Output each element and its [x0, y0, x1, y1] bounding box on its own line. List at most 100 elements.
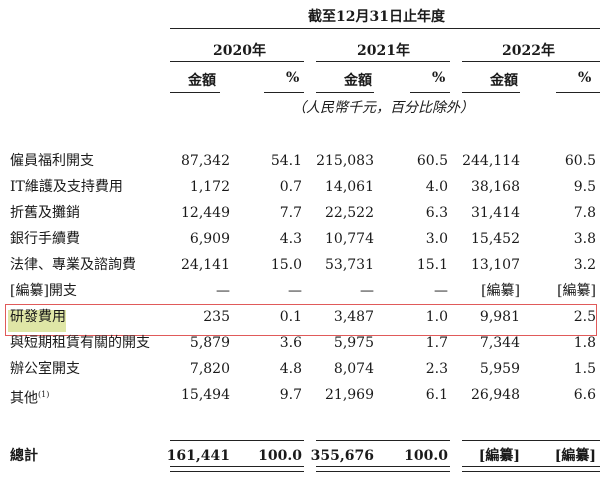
cell-value: 215,083: [316, 153, 374, 169]
cell-value: 9.7: [279, 387, 302, 403]
cell-value: 3.0: [425, 231, 448, 247]
row-label-text: 與短期租賃有關的開支: [10, 335, 150, 351]
row-label: 銀行手續費: [10, 229, 80, 249]
cell-value: 10,774: [325, 231, 374, 247]
year-rule-2022: [462, 61, 600, 62]
col-amount-2021: 金額: [344, 73, 372, 89]
cell-value: 2.3: [425, 361, 448, 377]
total-value: 355,676: [310, 448, 374, 464]
footnote-marker: (1): [38, 390, 50, 399]
cell-value: 7,344: [479, 335, 520, 351]
cell-value: 15.1: [416, 257, 448, 273]
cell-value: 60.5: [564, 153, 596, 169]
cell-value: 24,141: [181, 257, 230, 273]
cell-value: 7,820: [189, 361, 230, 377]
total-double-rule-2022: [462, 466, 600, 472]
row-label-text: 研發費用: [10, 309, 66, 325]
col-rule-6: [556, 92, 600, 93]
total-top-rule-2022: [462, 440, 600, 441]
total-double-rule-2021: [316, 466, 450, 472]
cell-value: 4.3: [279, 231, 302, 247]
cell-value: —: [360, 283, 374, 299]
col-rule-2: [264, 92, 304, 93]
cell-value: 22,522: [325, 205, 374, 221]
year-rule-2021: [316, 61, 450, 62]
row-label: [編纂]開支: [10, 281, 77, 301]
cell-value: 26,948: [471, 387, 520, 403]
cell-value: 15,494: [181, 387, 230, 403]
cell-value: 38,168: [471, 179, 520, 195]
row-label-text: 法律、專業及諮詢費: [10, 257, 136, 273]
cell-value: 7.8: [573, 205, 596, 221]
row-label: 辦公室開支: [10, 359, 80, 379]
col-percent-2020: %: [286, 70, 300, 86]
cell-value: 8,074: [333, 361, 374, 377]
cell-value: 31,414: [471, 205, 520, 221]
row-label-text: 僱員福利開支: [10, 153, 94, 169]
row-label-text: 其他: [10, 390, 38, 407]
total-top-rule-2020: [170, 440, 304, 441]
cell-value: 12,449: [181, 205, 230, 221]
cell-value: 15,452: [471, 231, 520, 247]
cell-value: 3.2: [573, 257, 596, 273]
row-label: 法律、專業及諮詢費: [10, 255, 136, 275]
cell-value: 6.3: [425, 205, 448, 221]
col-rule-5: [462, 92, 520, 93]
row-label: IT維護及支持費用: [10, 177, 123, 197]
total-value: 161,441: [166, 448, 230, 464]
cell-value: 7.7: [279, 205, 302, 221]
col-amount-2022: 金額: [490, 73, 518, 89]
cell-value: 235: [203, 309, 230, 325]
total-value: 100.0: [404, 448, 448, 464]
cell-value: [編纂]: [557, 283, 596, 299]
cell-value: —: [216, 283, 230, 299]
year-2022: 2022年: [502, 43, 555, 59]
year-rule-2020: [170, 61, 304, 62]
cell-value: 5,879: [189, 335, 230, 351]
cell-value: 9.5: [573, 179, 596, 195]
year-2020: 2020年: [213, 43, 266, 59]
cell-value: 4.8: [279, 361, 302, 377]
row-label: 折舊及攤銷: [10, 203, 80, 223]
highlight-box: [5, 304, 597, 336]
total-double-rule-2020: [170, 466, 304, 472]
col-rule-3: [316, 92, 374, 93]
cell-value: 1.5: [573, 361, 596, 377]
highlight-background: [8, 310, 66, 332]
cell-value: 4.0: [425, 179, 448, 195]
period-title: 截至12月31日止年度: [308, 9, 445, 25]
cell-value: 0.7: [279, 179, 302, 195]
cell-value: 1.7: [425, 335, 448, 351]
period-rule: [170, 28, 600, 29]
cell-value: 2.5: [573, 309, 596, 325]
cell-value: 53,731: [325, 257, 374, 273]
cell-value: 9,981: [479, 309, 520, 325]
total-top-rule-2021: [316, 440, 450, 441]
row-label: 其他(1): [10, 385, 49, 409]
cell-value: 54.1: [270, 153, 302, 169]
cell-value: 1.0: [425, 309, 448, 325]
col-percent-2021: %: [432, 70, 446, 86]
cell-value: 1,172: [189, 179, 230, 195]
total-value: [編纂]: [478, 448, 520, 464]
row-label-text: [編纂]開支: [10, 283, 77, 299]
row-label-text: 辦公室開支: [10, 361, 80, 377]
total-label: 總計: [10, 448, 38, 464]
row-label-text: 折舊及攤銷: [10, 205, 80, 221]
unit-note: （人民幣千元，百分比除外）: [292, 100, 474, 116]
row-label-text: IT維護及支持費用: [10, 179, 123, 195]
row-label: 研發費用: [10, 307, 66, 327]
cell-value: 3.8: [573, 231, 596, 247]
cell-value: 6,909: [189, 231, 230, 247]
cell-value: 21,969: [325, 387, 374, 403]
cell-value: [編纂]: [481, 283, 520, 299]
cell-value: 3,487: [333, 309, 374, 325]
year-2021: 2021年: [357, 43, 410, 59]
row-label: 與短期租賃有關的開支: [10, 333, 150, 353]
col-rule-4: [410, 92, 450, 93]
cell-value: 15.0: [270, 257, 302, 273]
cell-value: 13,107: [471, 257, 520, 273]
cell-value: 3.6: [279, 335, 302, 351]
cell-value: 5,975: [333, 335, 374, 351]
row-label-text: 銀行手續費: [10, 231, 80, 247]
